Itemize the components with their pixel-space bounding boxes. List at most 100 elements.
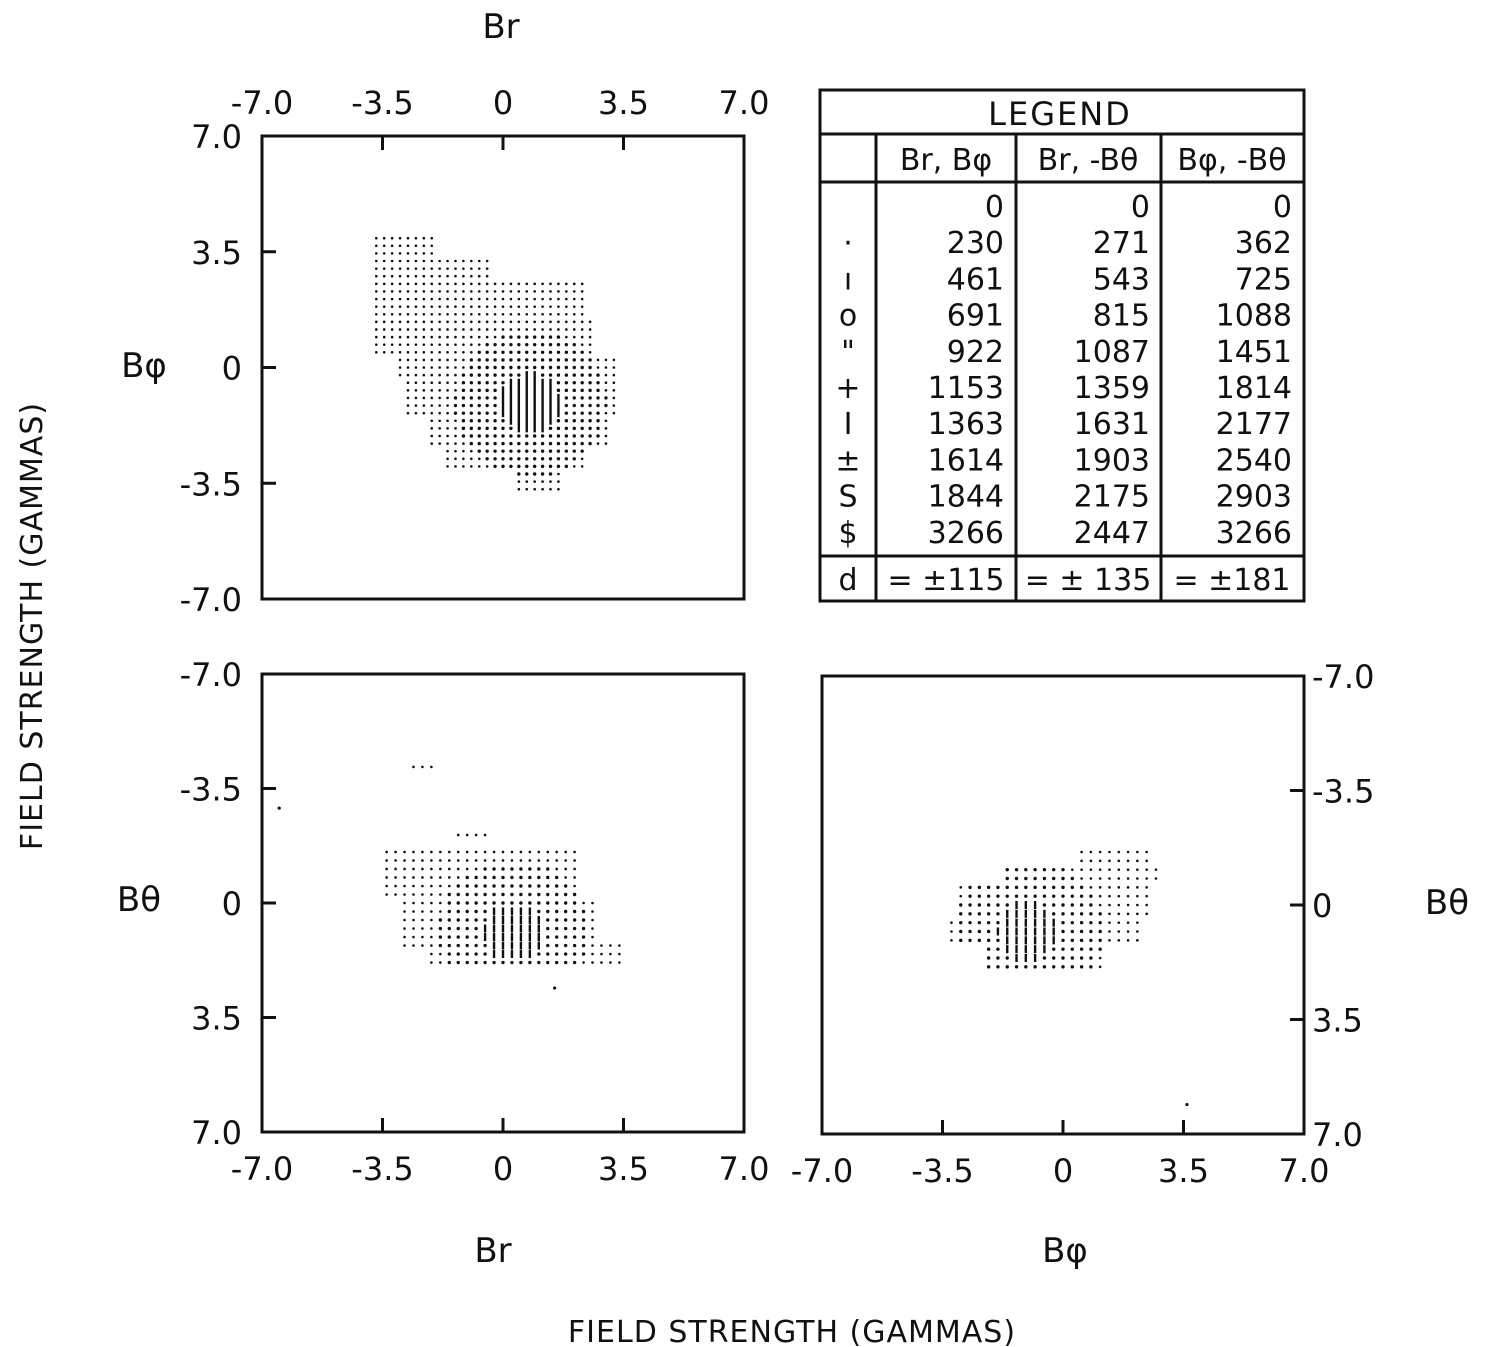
data-point (456, 884, 460, 888)
data-point (438, 366, 441, 369)
data-point (580, 457, 584, 461)
data-point (580, 328, 584, 331)
data-point (1024, 909, 1028, 918)
data-point (540, 335, 545, 339)
data-point (541, 424, 544, 433)
data-point (557, 290, 560, 293)
data-point (1033, 965, 1037, 969)
data-point (501, 358, 505, 362)
data-point (546, 935, 550, 939)
data-point (549, 416, 552, 425)
data-point (1098, 965, 1102, 969)
data-point (546, 875, 550, 880)
legend-value: 1087 (1074, 335, 1150, 370)
data-point (1117, 886, 1121, 889)
data-point (519, 907, 523, 916)
data-point (572, 426, 576, 431)
data-point (406, 358, 410, 362)
legend-value: 2175 (1074, 480, 1150, 515)
data-point (1015, 909, 1018, 918)
data-point (519, 924, 523, 933)
data-point (470, 335, 473, 339)
data-point (454, 320, 457, 324)
data-point (398, 297, 402, 301)
data-point (537, 909, 541, 914)
data-point (469, 388, 474, 393)
data-point (1117, 930, 1121, 933)
data-point (1136, 930, 1139, 933)
data-point (477, 449, 481, 453)
data-point (1052, 903, 1056, 907)
data-point (493, 381, 497, 385)
data-point (469, 426, 474, 431)
data-point (996, 956, 1000, 960)
data-point (422, 343, 426, 346)
data-point (1070, 947, 1074, 951)
data-point (509, 401, 513, 410)
data-point (446, 442, 449, 445)
data-point (580, 358, 584, 362)
data-point (572, 465, 576, 468)
data-point (1079, 965, 1084, 969)
data-point (474, 850, 478, 854)
data-point (474, 833, 478, 837)
data-point (492, 950, 496, 959)
data-point (493, 290, 497, 293)
legend-value: 815 (1093, 299, 1150, 334)
data-point (580, 403, 584, 408)
data-point (501, 859, 505, 862)
data-point (492, 875, 496, 880)
data-point (556, 358, 561, 362)
data-point (996, 938, 1000, 943)
y-axis-title: FIELD STRENGTH (GAMMAS) (15, 402, 50, 850)
panel2-frame (260, 672, 746, 1134)
data-point (485, 342, 489, 347)
data-point (528, 907, 532, 916)
data-point (572, 411, 576, 415)
data-point (462, 320, 465, 324)
data-point (537, 875, 541, 880)
data-point (382, 305, 386, 308)
data-point (492, 933, 496, 942)
data-point (581, 935, 586, 939)
data-point (470, 350, 473, 354)
data-point (1015, 953, 1018, 962)
data-point (1108, 868, 1111, 871)
data-point (525, 378, 528, 387)
data-point (968, 929, 972, 934)
data-point (470, 305, 473, 308)
data-point (375, 252, 378, 255)
data-point (456, 918, 460, 922)
panel-br-btheta: Br Bθ -7.0 -3.5 0 3.5 7.0-7.0-3.503.57.0 (117, 656, 770, 1271)
legend-value: 3266 (1216, 516, 1292, 551)
data-point (986, 956, 991, 960)
data-point (375, 328, 378, 331)
data-point (462, 366, 465, 369)
data-point (465, 952, 469, 956)
data-point (548, 426, 553, 431)
data-point (564, 350, 569, 354)
data-point (1070, 929, 1074, 934)
data-point (403, 876, 406, 879)
data-point (1024, 918, 1028, 927)
data-point (517, 312, 521, 316)
data-point (430, 876, 433, 879)
data-point (517, 290, 521, 293)
data-point (462, 305, 465, 308)
data-point (438, 926, 443, 931)
legend-header-br-btheta: Br, -Bθ (1038, 143, 1139, 178)
data-point (462, 442, 465, 445)
data-point (546, 859, 550, 862)
data-point (986, 920, 991, 925)
data-point (492, 867, 496, 871)
data-point (493, 403, 497, 408)
x-tick-label: 0 (493, 1150, 513, 1188)
data-point (1098, 956, 1102, 960)
data-point (1145, 912, 1148, 916)
data-point (1006, 927, 1009, 936)
data-point (430, 236, 434, 240)
data-point (421, 910, 424, 913)
data-point (564, 859, 567, 862)
data-point (406, 335, 410, 339)
data-point (398, 312, 402, 316)
